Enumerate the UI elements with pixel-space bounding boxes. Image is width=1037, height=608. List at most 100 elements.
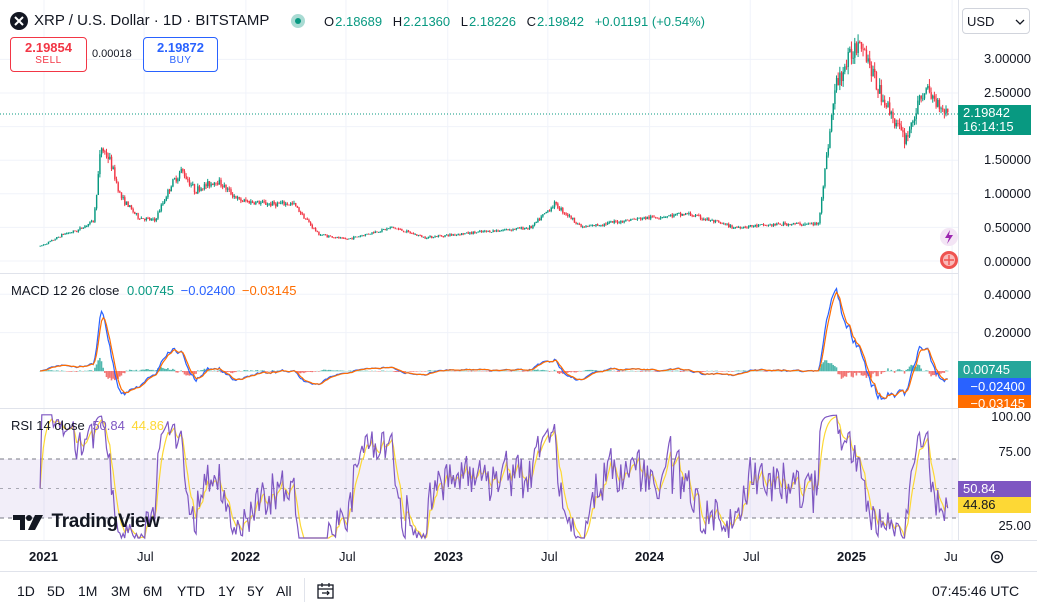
macd-histogram-bar xyxy=(245,370,247,372)
candle-body xyxy=(754,224,757,227)
candle-body xyxy=(260,202,262,204)
macd-signal-tag: −0.03145 xyxy=(958,395,1031,408)
timeframe-ytd[interactable]: YTD xyxy=(177,583,205,599)
macd-histogram-bar xyxy=(319,370,322,372)
macd-histogram-bar xyxy=(915,366,917,372)
timeframe-5y[interactable]: 5Y xyxy=(247,583,265,599)
buy-button[interactable]: 2.19872 BUY xyxy=(143,37,218,72)
macd-histogram-bar xyxy=(410,371,413,372)
candle-body xyxy=(603,223,606,226)
macd-histogram-bar xyxy=(795,370,798,372)
macd-histogram-bar xyxy=(329,369,332,372)
timeframe-1y[interactable]: 1Y xyxy=(218,583,236,599)
candle-body xyxy=(182,169,184,172)
tradingview-logo[interactable]: TradingView xyxy=(13,511,160,533)
candle-body xyxy=(129,205,131,208)
candle-body xyxy=(782,222,785,226)
timeframe-1d[interactable]: 1D xyxy=(17,583,35,599)
candle-body xyxy=(857,41,859,53)
candle-body xyxy=(870,65,873,77)
timeframe-5d[interactable]: 5D xyxy=(47,583,65,599)
macd-histogram-bar xyxy=(110,371,113,381)
macd-histogram-bar xyxy=(523,371,526,372)
timeframe-all[interactable]: All xyxy=(276,583,292,599)
candle-body xyxy=(149,217,151,220)
candle-body xyxy=(402,230,405,232)
candle-body xyxy=(940,108,942,110)
utc-clock[interactable]: 07:45:46 UTC xyxy=(932,583,1020,599)
candle-body xyxy=(822,186,825,199)
macd-histogram-bar xyxy=(434,370,436,372)
candle-body xyxy=(792,223,795,225)
macd-histogram-bar xyxy=(409,371,411,372)
events-flag-icon[interactable] xyxy=(940,251,958,269)
candle-body xyxy=(706,218,708,220)
macd-histogram-bar xyxy=(824,360,826,372)
candle-body xyxy=(172,179,174,187)
candle-body xyxy=(52,239,55,241)
macd-histogram-bar xyxy=(583,370,586,372)
symbol-title[interactable]: XRP / U.S. Dollar · 1D · BITSTAMP xyxy=(34,12,270,29)
macd-histogram-bar xyxy=(105,371,108,378)
candle-body xyxy=(578,223,581,225)
candle-body xyxy=(500,230,503,232)
candle-body xyxy=(804,223,806,225)
candle-body xyxy=(49,241,51,243)
calendar-range-icon[interactable] xyxy=(316,581,336,606)
candle-body xyxy=(160,204,163,211)
candle-body xyxy=(465,232,468,234)
candle-body xyxy=(318,231,320,236)
timeframe-6m[interactable]: 6M xyxy=(143,583,163,599)
candle-body xyxy=(777,223,780,225)
candle-body xyxy=(719,222,722,224)
macd-histogram-bar xyxy=(558,371,561,375)
candle-body xyxy=(797,222,800,224)
macd-histogram-bar xyxy=(931,371,934,376)
candle-body xyxy=(499,231,501,232)
candle-body xyxy=(683,213,685,216)
macd-histogram-bar xyxy=(825,360,828,372)
macd-histogram-bar xyxy=(839,371,841,375)
macd-histogram-bar xyxy=(112,371,114,379)
macd-histogram-bar xyxy=(882,371,884,373)
macd-histogram-bar xyxy=(834,366,836,372)
candle-body xyxy=(85,225,88,227)
macd-histogram-bar xyxy=(848,371,851,373)
candle-body xyxy=(130,205,133,209)
candle-body xyxy=(880,85,883,102)
sell-price: 2.19854 xyxy=(25,40,72,55)
currency-select[interactable]: USD xyxy=(962,8,1030,34)
macd-histogram-bar xyxy=(900,370,903,372)
sell-button[interactable]: 2.19854 SELL xyxy=(10,37,87,72)
candle-body xyxy=(228,188,231,190)
macd-histogram-bar xyxy=(449,370,451,372)
macd-histogram-bar xyxy=(238,370,241,372)
candle-body xyxy=(213,182,216,185)
candle-body xyxy=(656,217,659,219)
settings-icon[interactable] xyxy=(989,549,1005,570)
candle-body xyxy=(507,229,509,230)
candle-body xyxy=(512,228,514,231)
ideas-icon[interactable] xyxy=(940,228,958,246)
price-series xyxy=(39,34,949,247)
timeframe-3m[interactable]: 3M xyxy=(111,583,131,599)
macd-histogram-bar xyxy=(877,371,879,377)
timeframe-1m[interactable]: 1M xyxy=(78,583,98,599)
candle-body xyxy=(850,48,853,59)
candle-body xyxy=(112,167,114,169)
macd-histogram-bar xyxy=(742,370,745,372)
price-tick: 1.50000 xyxy=(984,152,1031,167)
candle-body xyxy=(178,172,181,179)
macd-histogram-bar xyxy=(233,371,236,373)
macd-histogram-bar xyxy=(100,361,103,372)
macd-histogram-bar xyxy=(193,371,196,375)
candle-body xyxy=(557,203,559,208)
candle-body xyxy=(835,78,838,91)
candle-body xyxy=(477,231,479,233)
candle-body xyxy=(879,85,881,94)
candle-body xyxy=(489,230,491,233)
candle-body xyxy=(361,235,363,237)
macd-histogram-bar xyxy=(94,367,96,372)
macd-histogram-bar xyxy=(917,364,919,372)
